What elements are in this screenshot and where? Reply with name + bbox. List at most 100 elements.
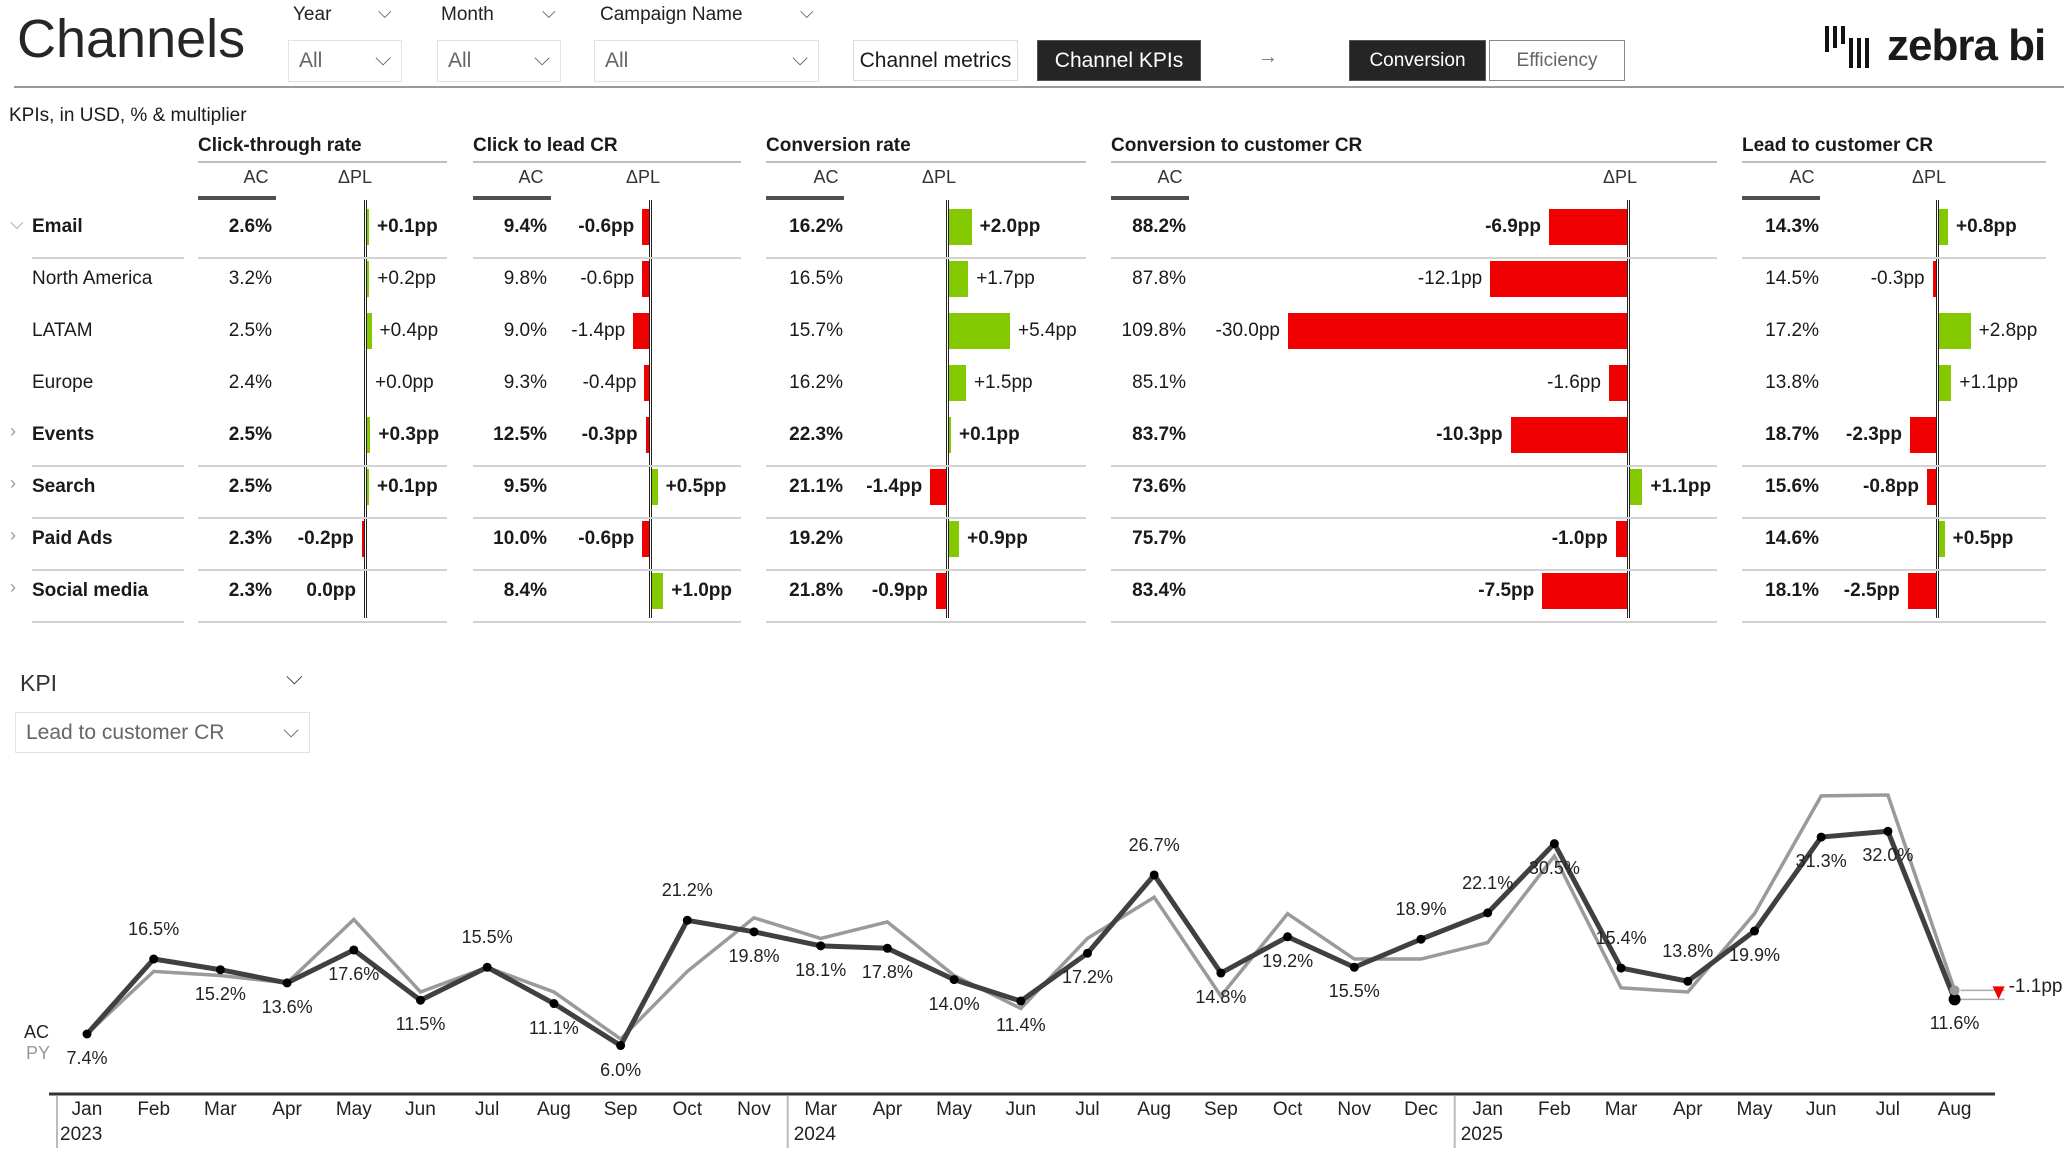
channel-kpis-button[interactable]: Channel KPIs [1037, 40, 1201, 81]
campaign-filter-dropdown[interactable]: All ⌵ [594, 40, 819, 82]
data-point-ac [1616, 963, 1626, 973]
delta-down-triangle-icon [1992, 986, 2005, 1000]
delta-value: 0.0pp [306, 580, 356, 601]
channel-metrics-button[interactable]: Channel metrics [853, 40, 1018, 81]
kpi-selector-label: KPI [20, 670, 58, 696]
delta-bar-negative [935, 573, 946, 609]
month-filter-dropdown[interactable]: All ⌵ [437, 40, 561, 82]
ac-value: 21.8% [789, 580, 843, 601]
delta-bar-negative [1932, 261, 1936, 297]
ac-value: 14.5% [1765, 268, 1819, 289]
year-filter-value: All [299, 49, 323, 72]
delta-bar-positive [949, 261, 969, 297]
ac-header-bar [198, 196, 276, 200]
data-point-ac [1816, 832, 1826, 842]
delta-axis-line [1936, 200, 1939, 618]
data-point-ac [215, 965, 225, 975]
month-filter-value: All [448, 49, 472, 72]
delta-bar-negative [642, 209, 649, 245]
ac-value: 73.6% [1132, 476, 1186, 497]
data-label: 11.4% [995, 1015, 1046, 1036]
data-point-ac [882, 943, 892, 953]
row-label: Europe [32, 372, 94, 393]
delta-value: -0.6pp [578, 216, 635, 237]
delta-value: -1.4pp [571, 320, 626, 341]
row-divider [32, 465, 184, 467]
x-tick-label: Jun [1005, 1099, 1037, 1120]
delta-value: +0.2pp [377, 268, 436, 289]
ac-value: 15.7% [789, 320, 843, 341]
data-point-ac [1883, 826, 1893, 836]
chevron-down-icon[interactable]: ⌵ [800, 2, 814, 22]
data-point-ac [1083, 948, 1092, 958]
row-divider [473, 569, 741, 571]
delta-bar-negative [1926, 469, 1936, 505]
delta-axis-line [649, 200, 652, 618]
ac-value: 8.4% [503, 580, 547, 601]
x-tick-label: May [335, 1099, 372, 1120]
chevron-down-icon[interactable]: ⌵ [542, 2, 556, 22]
data-point-ac [616, 1041, 626, 1051]
delta-value: +0.3pp [378, 424, 440, 445]
delta-bar-negative [633, 313, 649, 349]
delta-value: -1.0pp [1551, 528, 1608, 549]
delta-bar-positive [949, 521, 960, 557]
chevron-down-icon[interactable]: ⌵ [378, 2, 392, 22]
x-tick-label: Feb [1538, 1099, 1571, 1120]
row-label[interactable]: Email [32, 216, 83, 237]
x-tick-label: Mar [204, 1099, 237, 1120]
x-tick-label: Jun [405, 1099, 436, 1120]
delta-value: +0.9pp [967, 528, 1028, 549]
delta-axis-line [1627, 200, 1630, 618]
x-tick-label: Jan [71, 1099, 103, 1120]
column-header-ac: AC [813, 167, 839, 187]
header-divider [14, 86, 2064, 88]
delta-value: -2.5pp [1843, 580, 1900, 601]
delta-bar-negative [1615, 521, 1627, 557]
delta-value: +2.0pp [979, 216, 1041, 237]
kpi-group-title-conversion-to-customer-cr: Conversion to customer CR [1111, 135, 1363, 156]
data-point-ac [749, 927, 759, 937]
chevron-down-icon[interactable]: ⌵ [10, 213, 24, 233]
series-line-ac [85, 828, 1957, 1049]
year-filter-dropdown[interactable]: All ⌵ [288, 40, 402, 82]
x-tick-label: Apr [272, 1099, 302, 1120]
chevron-right-icon[interactable]: › [10, 577, 16, 597]
ac-value: 87.8% [1132, 268, 1186, 289]
row-label[interactable]: Events [32, 424, 95, 445]
row-label: North America [32, 268, 153, 289]
chevron-right-icon[interactable]: › [10, 525, 16, 545]
ac-header-bar [1111, 196, 1189, 200]
data-point-ac [1283, 932, 1293, 942]
delta-axis-line [364, 200, 367, 618]
ac-value: 2.5% [228, 320, 272, 341]
chevron-right-icon[interactable]: › [10, 421, 16, 441]
data-point-ac [82, 1029, 92, 1039]
efficiency-toggle[interactable]: Efficiency [1489, 40, 1625, 81]
delta-bar-negative [1910, 417, 1936, 453]
delta-bar-negative [1510, 417, 1627, 453]
x-tick-label: Apr [1673, 1099, 1703, 1120]
column-header-delta: ΔPL [625, 167, 661, 187]
conversion-toggle[interactable]: Conversion [1349, 40, 1486, 81]
page-title: Channels [17, 9, 246, 69]
x-tick-label: Aug [1137, 1099, 1172, 1120]
delta-value: -0.3pp [581, 424, 638, 445]
kpi-selector-dropdown[interactable]: Lead to customer CR ⌵ [15, 712, 310, 753]
delta-value: +1.0pp [671, 580, 733, 601]
data-point-ac [949, 975, 959, 985]
x-tick-label: Dec [1404, 1099, 1438, 1120]
delta-bar-positive [1939, 313, 1971, 349]
row-label[interactable]: Search [32, 476, 96, 497]
row-label[interactable]: Social media [32, 580, 149, 601]
chevron-right-icon[interactable]: › [10, 473, 16, 493]
delta-value: +0.1pp [377, 476, 438, 497]
data-label: 16.5% [128, 919, 180, 940]
row-label[interactable]: Paid Ads [32, 528, 113, 549]
x-tick-label: Oct [1272, 1099, 1303, 1120]
data-label: 13.6% [261, 996, 313, 1017]
delta-value: +0.5pp [1952, 528, 2014, 549]
chevron-down-icon[interactable]: ⌵ [286, 664, 303, 689]
data-label: 11.1% [529, 1017, 579, 1038]
legend-py: PY [26, 1043, 51, 1063]
